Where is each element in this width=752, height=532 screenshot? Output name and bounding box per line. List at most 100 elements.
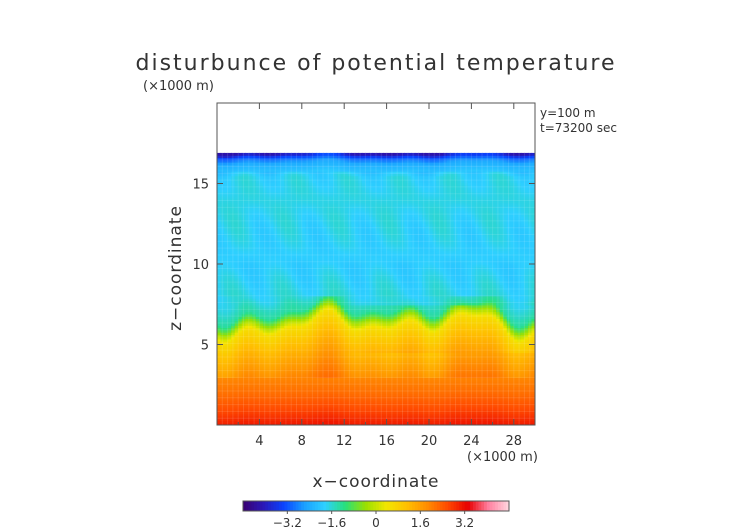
field-cell (400, 381, 405, 385)
field-cell (436, 402, 441, 406)
field-cell (397, 368, 402, 372)
field-cell (326, 397, 331, 401)
field-cell (471, 386, 476, 390)
field-cell (270, 393, 275, 397)
field-cell (305, 368, 310, 372)
field-cell (510, 381, 515, 385)
field-cell (259, 386, 264, 390)
field-cell (361, 381, 366, 385)
field-cell (344, 368, 349, 372)
field-cell (305, 379, 310, 383)
field-cell (446, 422, 451, 425)
field-cell (432, 388, 437, 392)
field-cell (323, 400, 328, 403)
field-cell (234, 411, 239, 415)
field-cell (517, 370, 522, 374)
field-cell (450, 422, 455, 425)
field-cell (393, 418, 398, 422)
field-cell (411, 388, 416, 392)
field-cell (354, 388, 359, 392)
field-cell (351, 409, 356, 412)
field-cell (255, 415, 260, 419)
field-cell (450, 370, 455, 374)
field-cell (517, 379, 522, 383)
field-cell (467, 404, 472, 408)
field-cell (436, 409, 441, 412)
field-cell (460, 393, 465, 397)
field-cell (492, 375, 497, 378)
field-cell (531, 411, 535, 415)
field-cell (383, 386, 388, 390)
field-cell (432, 400, 437, 403)
field-cell (301, 397, 306, 401)
field-cell (492, 372, 497, 376)
field-cell (386, 384, 391, 388)
field-cell (443, 397, 448, 401)
field-cell (298, 388, 303, 392)
field-cell (510, 409, 515, 412)
field-cell (326, 422, 331, 425)
field-cell (379, 379, 384, 383)
field-cell (238, 379, 243, 383)
field-cell (277, 393, 282, 397)
field-cell (376, 390, 381, 394)
field-cell (520, 413, 525, 417)
field-cell (503, 411, 508, 415)
field-cell (224, 375, 229, 378)
field-cell (510, 386, 515, 390)
field-cell (291, 372, 296, 376)
field-cell (287, 413, 292, 417)
field-cell (492, 381, 497, 385)
field-cell (347, 395, 352, 399)
field-cell (294, 381, 299, 385)
field-cell (284, 415, 289, 419)
field-cell (432, 409, 437, 412)
field-cell (315, 411, 321, 415)
field-cell (241, 381, 246, 385)
field-cell (372, 381, 377, 385)
field-cell (390, 406, 395, 410)
field-cell (323, 390, 328, 394)
field-cell (255, 413, 260, 417)
field-cell (471, 379, 476, 383)
field-cell (467, 418, 472, 422)
field-cell (315, 375, 321, 378)
field-cell (386, 375, 391, 378)
field-cell (400, 372, 405, 376)
field-cell (245, 397, 250, 401)
field-cell (340, 384, 345, 388)
field-cell (503, 375, 508, 378)
field-cell (464, 375, 469, 378)
field-cell (467, 422, 472, 425)
field-cell (492, 377, 497, 381)
field-cell (485, 375, 490, 378)
field-cell (298, 409, 303, 412)
field-cell (305, 393, 310, 397)
field-cell (245, 372, 250, 376)
field-cell (510, 411, 515, 415)
field-cell (527, 372, 533, 376)
field-cell (284, 375, 289, 378)
field-cell (464, 406, 469, 410)
field-cell (443, 415, 448, 419)
field-cell (361, 388, 366, 392)
field-cell (277, 415, 282, 419)
field-cell (457, 390, 462, 394)
field-cell (326, 388, 331, 392)
field-cell (270, 404, 275, 408)
field-cell (333, 384, 338, 388)
field-cell (520, 395, 525, 399)
field-cell (527, 384, 533, 388)
field-cell (492, 370, 497, 374)
field-cell (418, 418, 423, 422)
field-cell (224, 381, 229, 385)
field-cell (280, 384, 285, 388)
field-cell (266, 418, 271, 422)
field-cell (284, 411, 289, 415)
field-cell (496, 404, 501, 408)
field-cell (443, 406, 448, 410)
field-cell (270, 395, 275, 399)
field-cell (439, 370, 444, 374)
field-cell (404, 409, 409, 412)
field-cell (443, 413, 448, 417)
